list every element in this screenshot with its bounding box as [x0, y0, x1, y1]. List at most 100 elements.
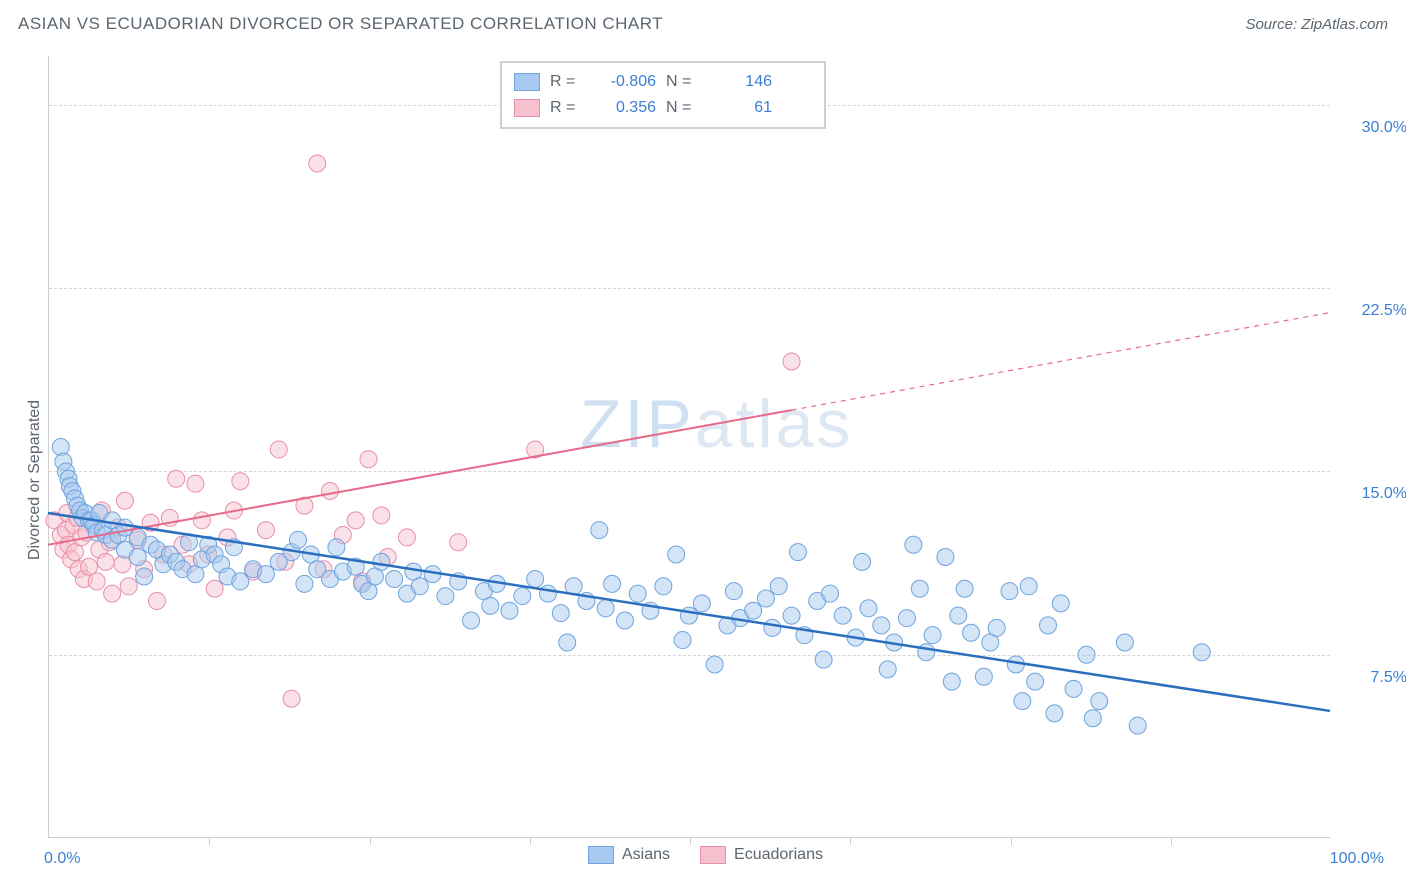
data-point — [463, 612, 480, 629]
data-point — [681, 607, 698, 624]
data-point — [693, 595, 710, 612]
data-point — [911, 580, 928, 597]
legend-item: Ecuadorians — [700, 846, 823, 864]
legend-swatch — [588, 846, 614, 864]
data-point — [398, 529, 415, 546]
x-tick — [209, 837, 210, 845]
data-point — [789, 544, 806, 561]
data-point — [270, 441, 287, 458]
data-point — [482, 597, 499, 614]
data-point — [988, 619, 1005, 636]
data-point — [527, 570, 544, 587]
source-label: Source: ZipAtlas.com — [1245, 16, 1388, 33]
data-point — [437, 588, 454, 605]
data-point — [257, 566, 274, 583]
x-max-label: 100.0% — [1330, 850, 1384, 868]
legend-swatch — [700, 846, 726, 864]
data-point — [860, 600, 877, 617]
y-tick-label: 22.5% — [1337, 302, 1406, 320]
data-point — [136, 568, 153, 585]
data-point — [328, 539, 345, 556]
data-point — [1039, 617, 1056, 634]
legend-item: Asians — [588, 846, 670, 864]
x-tick — [690, 837, 691, 845]
data-point — [187, 475, 204, 492]
data-point — [1116, 634, 1133, 651]
n-value-ecuadorians: 61 — [710, 99, 772, 117]
data-point — [591, 522, 608, 539]
data-point — [604, 575, 621, 592]
data-point — [559, 634, 576, 651]
x-tick — [1011, 837, 1012, 845]
data-point — [232, 473, 249, 490]
data-point — [1001, 583, 1018, 600]
data-point — [232, 573, 249, 590]
data-point — [943, 673, 960, 690]
data-point — [834, 607, 851, 624]
data-point — [501, 602, 518, 619]
data-point — [975, 668, 992, 685]
stats-legend: R = -0.806 N = 146 R = 0.356 N = 61 — [500, 61, 826, 129]
data-point — [120, 578, 137, 595]
data-point — [104, 585, 121, 602]
data-point — [629, 585, 646, 602]
data-point — [898, 610, 915, 627]
stats-row-ecuadorians: R = 0.356 N = 61 — [514, 95, 812, 121]
data-point — [52, 439, 69, 456]
data-point — [114, 556, 131, 573]
data-point — [283, 690, 300, 707]
data-point — [873, 617, 890, 634]
data-point — [322, 482, 339, 499]
data-point — [1065, 680, 1082, 697]
data-point — [1052, 595, 1069, 612]
x-tick — [530, 837, 531, 845]
data-point — [514, 588, 531, 605]
y-tick-label: 30.0% — [1337, 119, 1406, 137]
data-point — [386, 570, 403, 587]
data-point — [963, 624, 980, 641]
data-point — [937, 548, 954, 565]
regression-line — [48, 513, 1330, 711]
data-point — [757, 590, 774, 607]
data-point — [257, 522, 274, 539]
swatch-ecuadorians — [514, 99, 540, 117]
data-point — [879, 661, 896, 678]
x-min-label: 0.0% — [44, 850, 80, 868]
data-point — [373, 507, 390, 524]
n-value-asians: 146 — [710, 73, 772, 91]
data-point — [783, 353, 800, 370]
data-point — [950, 607, 967, 624]
series-legend: Asians Ecuadorians — [588, 846, 823, 864]
legend-label: Asians — [622, 846, 670, 864]
data-point — [924, 627, 941, 644]
y-tick-label: 15.0% — [1337, 485, 1406, 503]
swatch-asians — [514, 73, 540, 91]
x-tick — [1171, 837, 1172, 845]
data-point — [129, 548, 146, 565]
data-point — [1084, 710, 1101, 727]
data-point — [552, 605, 569, 622]
data-point — [88, 573, 105, 590]
data-point — [1193, 644, 1210, 661]
data-point — [616, 612, 633, 629]
data-point — [168, 470, 185, 487]
data-point — [411, 578, 428, 595]
data-point — [783, 607, 800, 624]
data-point — [725, 583, 742, 600]
data-point — [309, 155, 326, 172]
data-point — [347, 512, 364, 529]
data-point — [854, 553, 871, 570]
data-point — [296, 575, 313, 592]
data-point — [206, 580, 223, 597]
data-point — [148, 592, 165, 609]
data-point — [97, 553, 114, 570]
data-point — [668, 546, 685, 563]
chart-title: ASIAN VS ECUADORIAN DIVORCED OR SEPARATE… — [18, 14, 663, 34]
data-point — [1129, 717, 1146, 734]
x-tick — [850, 837, 851, 845]
r-value-asians: -0.806 — [594, 73, 656, 91]
data-point — [706, 656, 723, 673]
data-point — [289, 531, 306, 548]
scatter-svg — [48, 56, 1330, 838]
n-label: N = — [666, 99, 700, 117]
